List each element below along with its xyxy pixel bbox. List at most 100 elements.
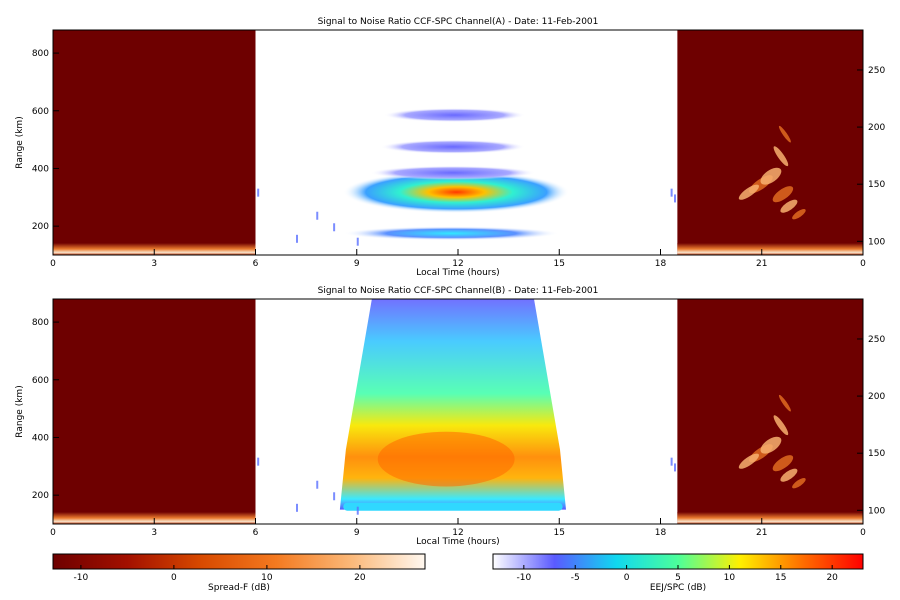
y2-tick-label: 150 bbox=[868, 180, 885, 190]
x-tick-label: 9 bbox=[354, 259, 360, 269]
plume-echo bbox=[792, 477, 806, 489]
plume-echo bbox=[773, 415, 789, 436]
plume-echo bbox=[780, 199, 798, 213]
colorbar-tick-label: 10 bbox=[261, 573, 273, 583]
x-axis-label: Local Time (hours) bbox=[416, 537, 499, 547]
colorbar-tick-label: 20 bbox=[826, 573, 838, 583]
x-tick-label: 12 bbox=[452, 259, 463, 269]
x-tick-label: 9 bbox=[354, 528, 360, 538]
colorbar-tick-label: -5 bbox=[571, 573, 580, 583]
snr-echo-speck bbox=[333, 492, 336, 501]
snr-echo-speck bbox=[674, 463, 676, 472]
snr-echo-speck bbox=[316, 211, 319, 220]
y2-tick-label: 200 bbox=[868, 123, 885, 133]
snr-layer bbox=[380, 139, 526, 154]
y2-tick-label: 250 bbox=[868, 66, 885, 76]
y-tick-label: 400 bbox=[32, 433, 49, 443]
x-tick-label: 0 bbox=[860, 259, 866, 269]
y2-tick-label: 100 bbox=[868, 506, 885, 516]
spreadf-plume bbox=[738, 394, 806, 489]
plume-echo bbox=[760, 436, 782, 454]
plume-echo bbox=[738, 184, 760, 200]
spreadf-background bbox=[53, 30, 256, 255]
plume-echo bbox=[772, 186, 794, 203]
x-tick-label: 6 bbox=[253, 528, 259, 538]
snr-echo-speck bbox=[296, 503, 298, 512]
y-tick-label: 600 bbox=[32, 107, 49, 117]
y2-tick-label: 250 bbox=[868, 335, 885, 345]
colorbar-tick-label: 0 bbox=[171, 573, 177, 583]
snr-layer bbox=[343, 171, 570, 214]
y-axis-label: Range (km) bbox=[15, 116, 25, 168]
snr-echo-speck bbox=[316, 480, 319, 489]
spreadf-background bbox=[53, 299, 256, 524]
spreadf-base-echo bbox=[677, 512, 863, 524]
snr-echo-speck bbox=[333, 223, 336, 232]
colorbar-tick-label: -10 bbox=[516, 573, 531, 583]
x-tick-label: 21 bbox=[756, 528, 767, 538]
x-tick-label: 6 bbox=[253, 259, 259, 269]
y-tick-label: 600 bbox=[32, 376, 49, 386]
y-tick-label: 800 bbox=[32, 318, 49, 328]
chart-title: Signal to Noise Ratio CCF-SPC Channel(A)… bbox=[318, 17, 599, 27]
snr-echo-speck bbox=[257, 188, 260, 197]
spreadf-background bbox=[677, 30, 863, 255]
y2-tick-label: 150 bbox=[868, 449, 885, 459]
colorbar-label: Spread-F (dB) bbox=[208, 583, 270, 593]
plume-echo bbox=[772, 455, 794, 472]
y2-tick-label: 200 bbox=[868, 392, 885, 402]
plume-echo bbox=[778, 125, 791, 143]
plume-echo bbox=[760, 167, 782, 185]
spreadf-base-echo bbox=[677, 243, 863, 255]
x-tick-label: 15 bbox=[554, 528, 565, 538]
colorbar-tick-label: 5 bbox=[675, 573, 681, 583]
x-tick-label: 0 bbox=[50, 259, 56, 269]
snr-echo-speck bbox=[674, 194, 676, 203]
spreadf-background bbox=[677, 299, 863, 524]
snr-echo-speck bbox=[356, 506, 359, 515]
colorbar-label: EEJ/SPC (dB) bbox=[650, 583, 706, 593]
x-tick-label: 0 bbox=[860, 528, 866, 538]
snr-layer bbox=[343, 226, 560, 241]
plume-echo bbox=[773, 146, 789, 167]
snr-bottom-band bbox=[343, 502, 563, 511]
y-axis-label: Range (km) bbox=[15, 385, 25, 437]
colorbar-tick-label: 10 bbox=[724, 573, 736, 583]
colorbar-tick-label: -10 bbox=[74, 573, 89, 583]
y2-tick-label: 100 bbox=[868, 237, 885, 247]
y-tick-label: 200 bbox=[32, 222, 49, 232]
colorbar-gradient bbox=[52, 553, 426, 570]
plume-echo bbox=[738, 453, 760, 469]
spreadf-plume bbox=[738, 125, 806, 220]
x-tick-label: 18 bbox=[655, 528, 667, 538]
snr-echo-speck bbox=[670, 457, 673, 466]
colorbar-tick-label: 20 bbox=[354, 573, 366, 583]
chart-title: Signal to Noise Ratio CCF-SPC Channel(B)… bbox=[318, 286, 599, 296]
x-tick-label: 21 bbox=[756, 259, 767, 269]
snr-echo-speck bbox=[296, 234, 298, 243]
colorbar-tick-label: 15 bbox=[775, 573, 786, 583]
y-tick-label: 400 bbox=[32, 164, 49, 174]
plume-echo bbox=[780, 468, 798, 482]
x-axis-label: Local Time (hours) bbox=[416, 268, 499, 278]
x-tick-label: 12 bbox=[452, 528, 463, 538]
snr-core bbox=[377, 431, 515, 487]
chart-panel-b: Signal to Noise Ratio CCF-SPC Channel(B)… bbox=[15, 286, 885, 547]
y-tick-label: 200 bbox=[32, 491, 49, 501]
colorbar-spread-f: -10 0 10 20 Spread-F (dB) bbox=[52, 553, 426, 593]
x-tick-label: 18 bbox=[655, 259, 667, 269]
x-tick-label: 3 bbox=[151, 528, 157, 538]
plume-echo bbox=[792, 208, 806, 220]
snr-echo-speck bbox=[356, 237, 359, 246]
colorbar-eej-spc: -10 -5 0 5 10 15 20 EEJ/SPC (dB) bbox=[492, 553, 864, 593]
x-tick-label: 15 bbox=[554, 259, 565, 269]
x-tick-label: 3 bbox=[151, 259, 157, 269]
plume-echo bbox=[778, 394, 791, 412]
chart-panel-a: Signal to Noise Ratio CCF-SPC Channel(A)… bbox=[15, 17, 885, 278]
snr-echo-speck bbox=[670, 188, 673, 197]
snr-echo-speck bbox=[257, 457, 260, 466]
y-tick-label: 800 bbox=[32, 49, 49, 59]
snr-layer bbox=[370, 165, 536, 180]
colorbar-tick-label: 0 bbox=[624, 573, 630, 583]
